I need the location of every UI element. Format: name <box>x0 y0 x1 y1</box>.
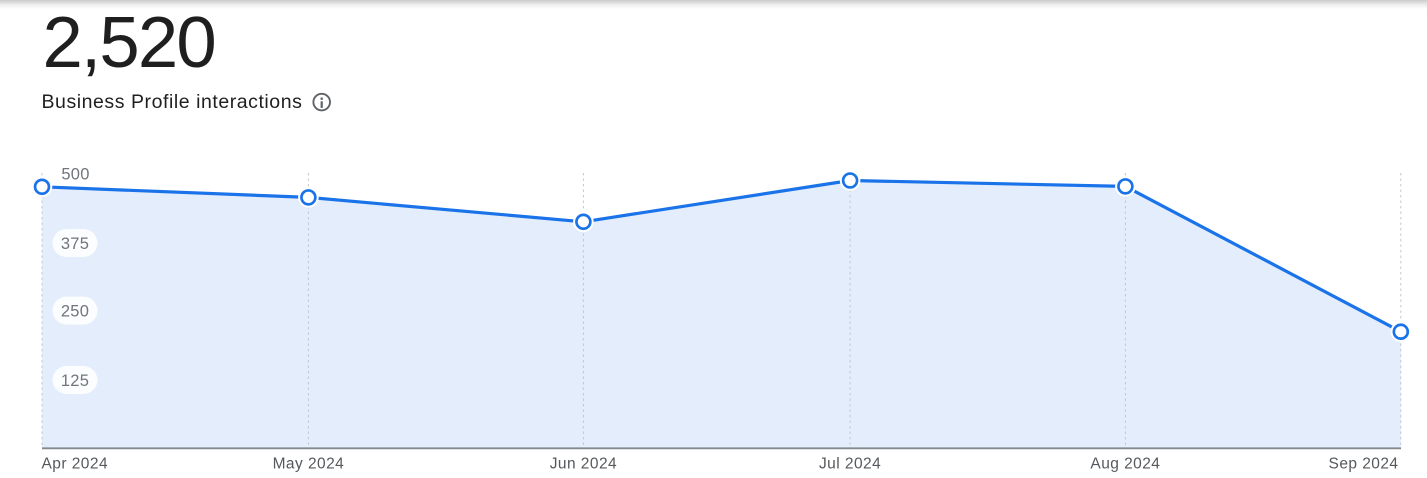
svg-text:Aug 2024: Aug 2024 <box>1090 456 1160 473</box>
svg-text:May 2024: May 2024 <box>273 456 345 473</box>
svg-text:Jun 2024: Jun 2024 <box>550 456 617 473</box>
svg-text:375: 375 <box>61 235 89 253</box>
svg-text:250: 250 <box>61 302 89 320</box>
svg-text:Jul 2024: Jul 2024 <box>819 456 881 473</box>
svg-text:Apr 2024: Apr 2024 <box>42 456 109 473</box>
svg-text:500: 500 <box>61 165 89 183</box>
svg-text:Sep 2024: Sep 2024 <box>1329 456 1399 473</box>
svg-text:125: 125 <box>61 372 89 390</box>
